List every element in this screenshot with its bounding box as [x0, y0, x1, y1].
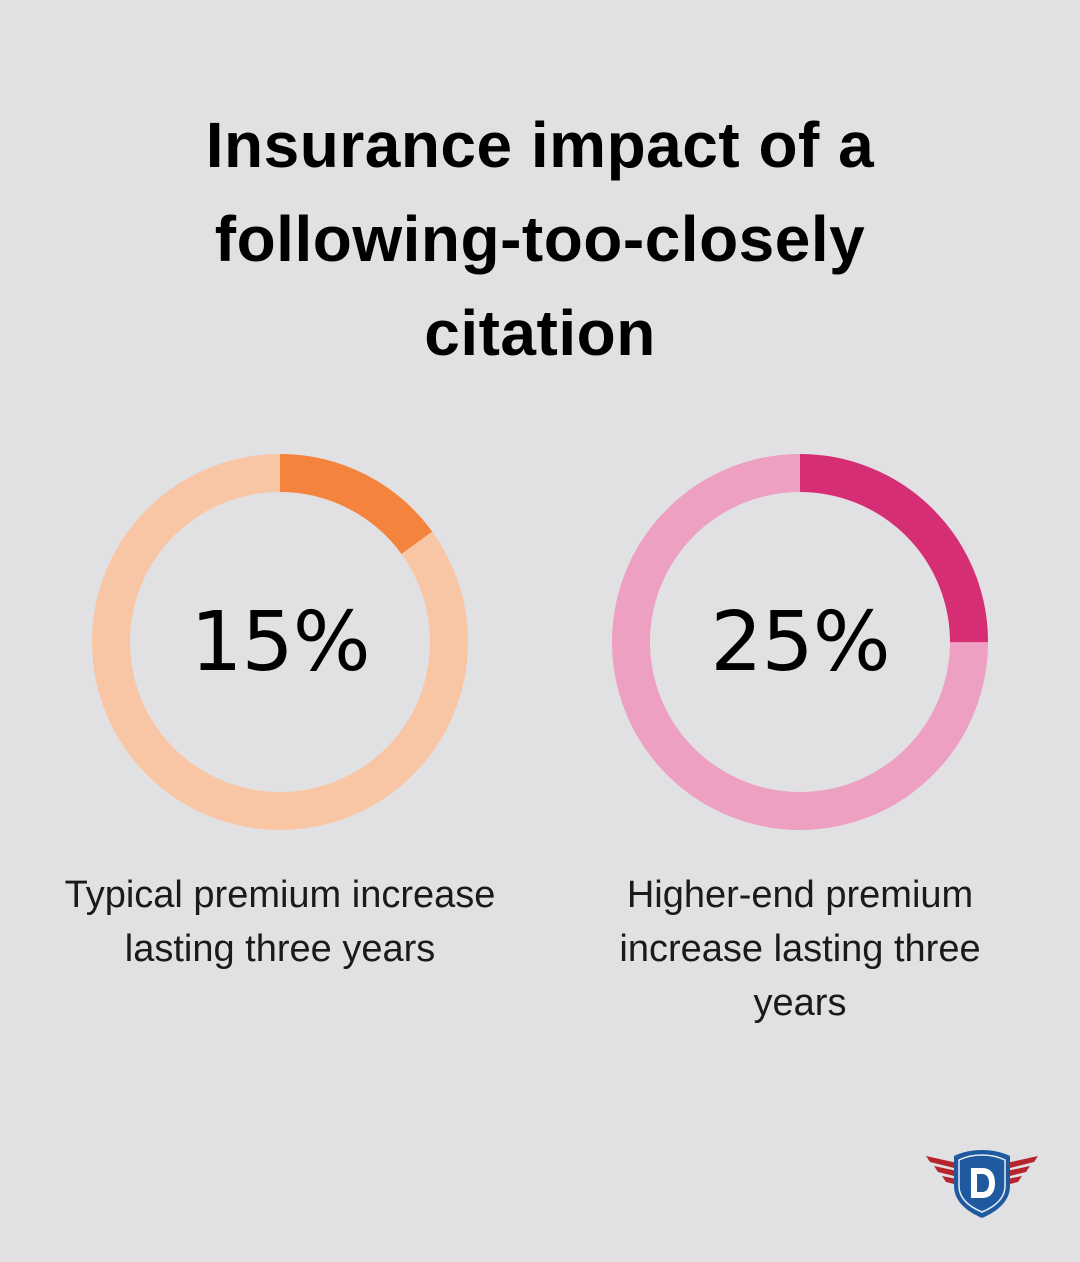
title-line-2: following-too-closely — [214, 203, 866, 275]
donut-chart-higher-end: 25% — [612, 454, 988, 830]
donut-ring-higher-end — [612, 454, 988, 830]
brand-logo-shield-icon — [926, 1150, 1038, 1218]
caption-line: Typical premium increase — [64, 874, 496, 916]
caption-typical: Typical premium increase lasting three y… — [50, 868, 510, 976]
caption-line: lasting three years — [124, 928, 436, 970]
caption-line: years — [753, 982, 847, 1024]
percentage-value: 15% — [190, 594, 370, 690]
donut-ring-typical — [92, 454, 468, 830]
caption-higher-end: Higher-end premium increase lasting thre… — [570, 868, 1030, 1030]
title-line-3: citation — [424, 297, 656, 369]
caption-line: Higher-end premium — [626, 874, 974, 916]
caption-line: increase lasting three — [619, 928, 981, 970]
percentage-value: 25% — [710, 594, 890, 690]
donut-chart-typical: 15% — [92, 454, 468, 830]
title-line-1: Insurance impact of a — [205, 109, 875, 181]
chart-title: Insurance impact of a following-too-clos… — [0, 98, 1080, 380]
letter-d-icon — [971, 1168, 995, 1198]
